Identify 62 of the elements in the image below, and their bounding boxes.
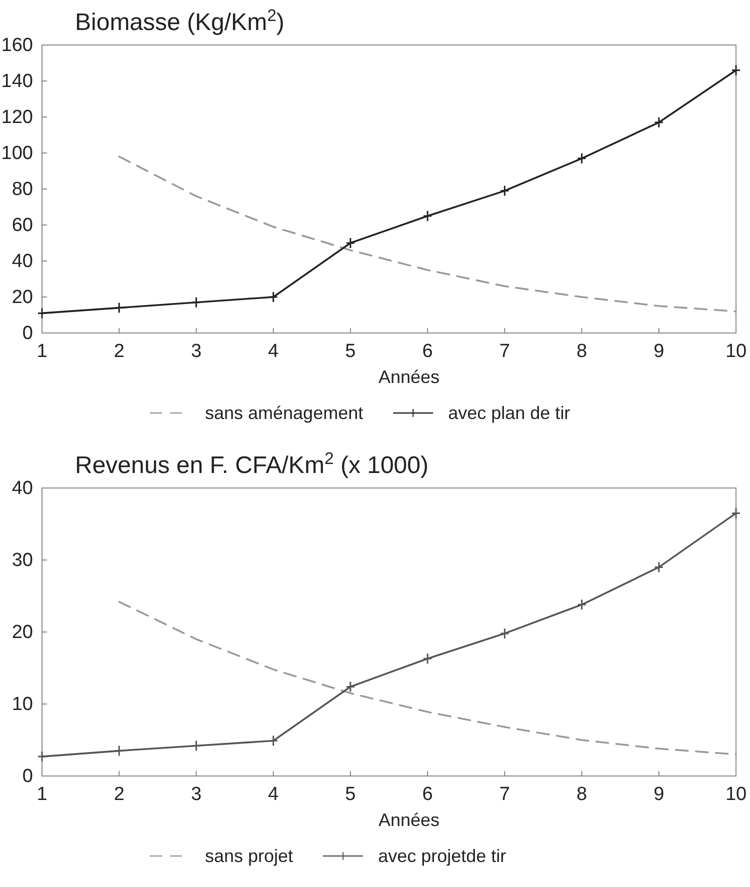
x-tick-label: 7 [499,340,510,362]
x-tick-label: 5 [345,340,356,362]
y-tick-label: 80 [12,179,33,200]
y-tick-label: 40 [12,478,33,500]
x-tick-label: 2 [114,784,124,805]
y-tick-label: 20 [12,287,33,308]
y-tick-label: 140 [1,71,33,92]
x-tick-label: 3 [190,784,202,805]
x-tick-label: 7 [499,784,510,805]
point [500,185,510,197]
point [191,296,201,308]
x-tick-label: 1 [36,340,48,362]
point [37,307,47,319]
chart-title: Biomasse (Kg/Km$^{2}$) [75,6,284,36]
point [577,598,587,610]
x-tick-label: 9 [654,340,664,362]
x-tick-label: 10 [725,784,747,805]
point [37,750,47,762]
point [654,561,664,573]
x-tick-label: 9 [654,784,664,805]
point [577,152,587,164]
y-tick-label: 0 [22,323,33,344]
y-tick-label: 20 [12,622,33,644]
point [346,237,356,249]
chart-title: Revenus en F. CFA/Km$^{2}$ (x 1000) [75,448,428,479]
legend-label: avec projetde tir [378,846,506,866]
line-series [118,156,737,312]
x-tick-label: 8 [576,784,588,805]
point [731,507,741,519]
x-tick-label: 5 [345,784,356,805]
point [422,652,432,664]
y-tick-label: 0 [22,766,33,788]
x-tick-label: 4 [268,784,280,805]
y-tick-label: 160 [1,35,33,56]
point [268,291,278,303]
x-axis-title: Années [378,367,440,387]
x-axis-title: Années [378,810,440,830]
y-tick-label: 120 [1,107,33,128]
legend-label: sans projet [205,846,294,866]
y-tick-label: 40 [12,251,33,272]
x-tick-label: 2 [114,340,124,362]
point [654,116,664,128]
y-tick-label: 60 [12,215,33,236]
line-series [118,600,737,756]
x-tick-label: 6 [422,784,433,805]
point [731,64,741,76]
point [500,628,510,640]
point [422,210,432,222]
point [268,734,278,746]
legend-label: avec plan de tir [448,403,570,423]
x-tick-label: 6 [422,340,433,362]
x-tick-label: 8 [576,340,588,362]
x-tick-label: 1 [36,784,48,805]
point [346,680,356,692]
y-tick-label: 10 [12,694,33,716]
x-tick-label: 3 [190,340,202,362]
x-tick-label: 4 [268,340,280,362]
y-tick-label: 30 [12,550,33,572]
point [191,740,201,752]
x-tick-label: 10 [725,340,747,362]
legend-label: sans aménagement [205,403,364,423]
y-tick-label: 100 [1,143,33,164]
